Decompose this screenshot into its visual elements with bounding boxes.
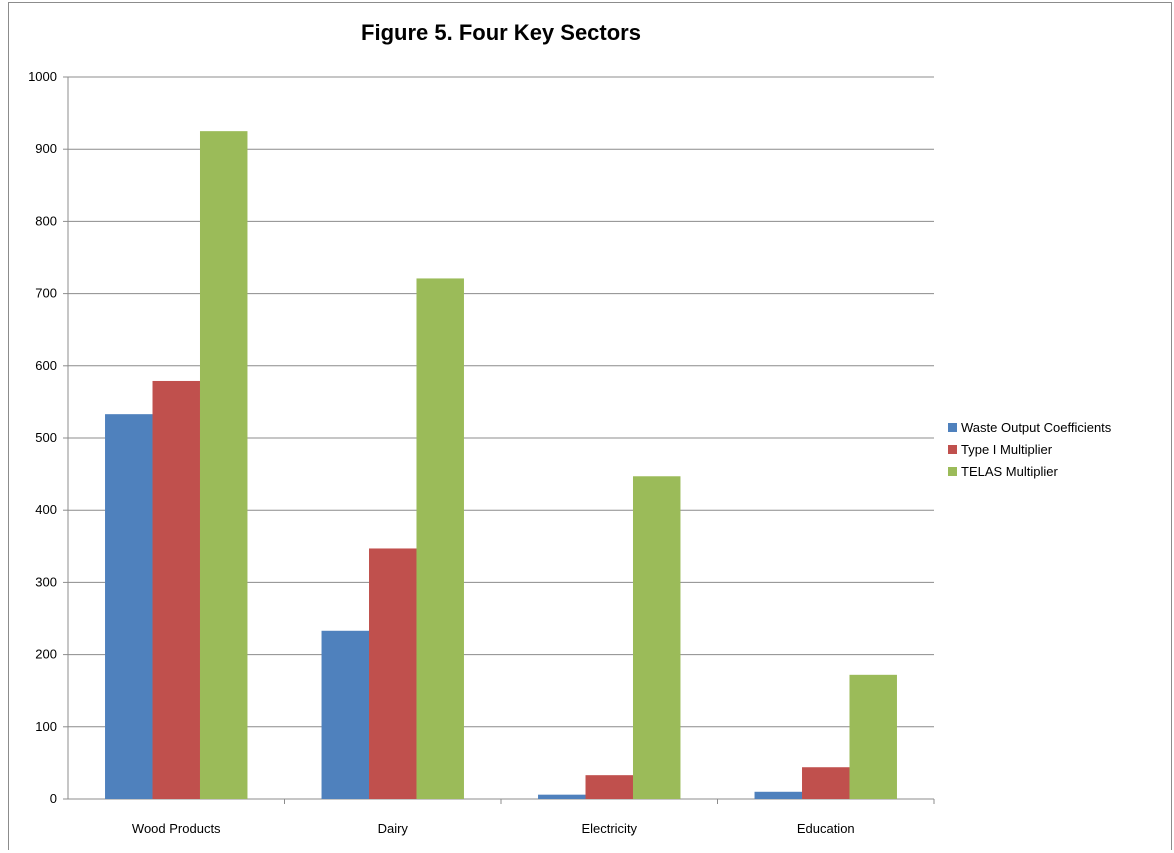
- bar: [538, 794, 586, 799]
- y-tick-label: 1000: [28, 69, 57, 84]
- legend-item: Type I Multiplier: [948, 438, 1168, 460]
- y-tick-label: 700: [35, 286, 57, 301]
- y-tick-label: 100: [35, 719, 57, 734]
- legend-item: Waste Output Coefficients: [948, 416, 1168, 438]
- legend-swatch: [948, 444, 957, 454]
- x-tick-label: Education: [797, 821, 855, 836]
- bar: [416, 278, 464, 799]
- y-tick-label: 400: [35, 502, 57, 517]
- bar: [199, 131, 248, 799]
- legend-label: TELAS Multiplier: [961, 463, 1058, 479]
- y-tick-label: 800: [35, 213, 57, 228]
- bar: [632, 476, 681, 799]
- chart-title: Figure 5. Four Key Sectors: [361, 20, 641, 45]
- chart-frame: [8, 2, 1172, 850]
- y-tick-label: 300: [35, 574, 57, 589]
- bar: [802, 767, 850, 799]
- y-tick-label: 500: [35, 430, 57, 445]
- y-tick-label: 600: [35, 358, 57, 373]
- bar: [152, 380, 200, 799]
- y-tick-label: 0: [50, 791, 57, 806]
- legend-label: Waste Output Coefficients: [961, 419, 1112, 435]
- bar: [105, 414, 153, 799]
- x-tick-label: Wood Products: [132, 821, 221, 836]
- x-tick-label: Electricity: [581, 821, 637, 836]
- x-tick-label: Dairy: [378, 821, 409, 836]
- bar: [321, 630, 370, 799]
- bar: [369, 548, 417, 799]
- legend-item: TELAS Multiplier: [948, 460, 1168, 482]
- bar: [849, 674, 897, 799]
- y-tick-label: 900: [35, 141, 57, 156]
- legend-swatch: [948, 422, 957, 432]
- y-tick-label: 200: [35, 647, 57, 662]
- legend-swatch: [948, 466, 957, 476]
- legend-label: Type I Multiplier: [961, 441, 1053, 457]
- bar: [585, 775, 633, 799]
- legend: Waste Output Coefficients Type I Multipli…: [948, 416, 1168, 482]
- bar: [754, 791, 803, 799]
